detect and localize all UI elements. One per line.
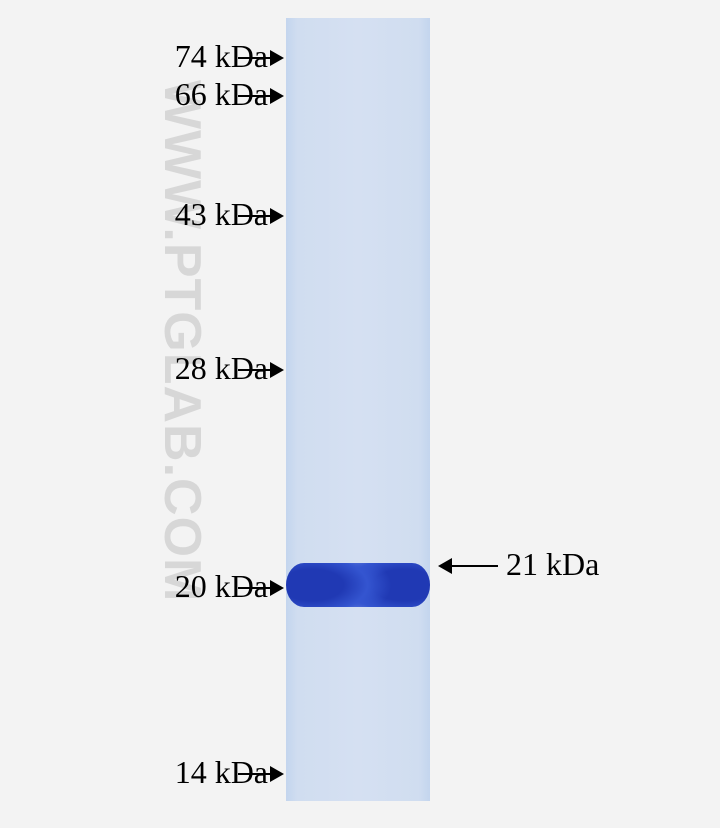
protein-band [286,563,430,607]
arrow-right-icon [270,362,284,378]
marker-label-right: 21 kDa [506,546,599,583]
gel-lane [286,18,430,801]
arrow-left-icon [438,558,452,574]
arrow-right-icon [270,208,284,224]
arrow-right-icon [270,580,284,596]
gel-figure: WWW.PTGLAB.COM 74 kDa66 kDa43 kDa28 kDa2… [0,0,720,828]
marker-arrow-line [452,565,498,567]
arrow-right-icon [270,88,284,104]
arrow-right-icon [270,766,284,782]
watermark-text: WWW.PTGLAB.COM [152,80,212,602]
arrow-right-icon [270,50,284,66]
